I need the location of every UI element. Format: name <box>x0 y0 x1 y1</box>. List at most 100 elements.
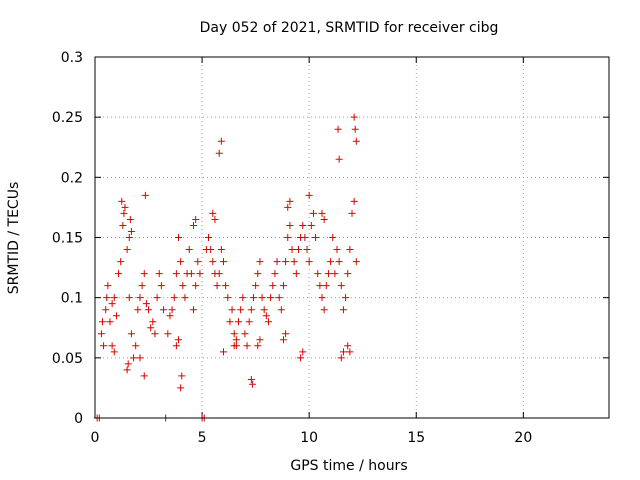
data-point <box>181 294 189 302</box>
data-point <box>220 348 227 356</box>
data-point <box>334 125 342 133</box>
data-point <box>140 270 148 278</box>
data-point <box>342 294 350 302</box>
data-point <box>309 209 317 217</box>
data-point <box>249 294 257 302</box>
data-point <box>260 306 268 314</box>
data-point <box>284 234 292 241</box>
data-point <box>318 209 326 217</box>
x-axis-label: GPS time / hours <box>290 458 407 474</box>
data-point <box>160 306 168 314</box>
data-point <box>213 282 221 290</box>
data-point <box>297 354 305 362</box>
data-point <box>168 306 176 314</box>
data-point <box>119 221 127 229</box>
data-point <box>352 137 360 145</box>
data-point <box>299 221 307 229</box>
data-point <box>172 270 180 278</box>
data-point <box>245 318 253 326</box>
data-point <box>243 342 251 350</box>
data-point <box>136 294 144 302</box>
y-tick-label: 0.25 <box>52 110 83 126</box>
data-point <box>215 149 223 157</box>
data-point <box>247 306 255 314</box>
data-point <box>220 258 227 266</box>
data-point <box>312 234 320 241</box>
data-point <box>275 294 283 302</box>
data-point <box>222 282 230 290</box>
data-point <box>187 270 195 278</box>
data-point <box>190 306 198 314</box>
data-point <box>282 330 290 338</box>
data-point <box>346 246 354 254</box>
data-point <box>177 258 185 266</box>
x-tick-label: 10 <box>300 430 318 446</box>
data-point <box>118 197 126 205</box>
data-point <box>252 282 260 290</box>
data-point <box>335 155 343 163</box>
data-point <box>256 336 264 344</box>
data-point <box>329 234 337 241</box>
data-point <box>172 342 180 350</box>
x-tick-label: 0 <box>91 430 100 446</box>
y-tick-label: 0.05 <box>52 351 83 367</box>
data-point <box>258 294 266 302</box>
data-point <box>230 330 238 338</box>
data-point <box>157 282 165 290</box>
data-point <box>127 227 135 235</box>
data-point <box>234 318 242 326</box>
data-point <box>179 282 187 290</box>
data-point <box>211 215 219 223</box>
y-tick-label: 0.2 <box>61 170 83 186</box>
y-tick-label: 0.3 <box>61 50 83 66</box>
data-point <box>237 306 245 314</box>
data-point <box>314 270 322 278</box>
data-point <box>112 312 120 320</box>
data-point <box>142 300 150 308</box>
data-point <box>136 354 144 362</box>
y-tick-label: 0.1 <box>61 291 83 307</box>
data-point <box>151 330 159 338</box>
data-point <box>164 330 172 338</box>
data-point <box>350 197 358 205</box>
data-point <box>307 221 315 229</box>
data-point <box>348 209 356 217</box>
data-point <box>98 318 106 326</box>
data-point <box>290 258 298 266</box>
data-point <box>205 234 213 241</box>
data-point <box>299 348 307 356</box>
data-point <box>175 234 183 241</box>
data-point <box>286 197 294 205</box>
data-point <box>215 270 223 278</box>
data-point <box>273 258 281 266</box>
data-point <box>271 270 279 278</box>
data-point <box>125 234 133 241</box>
data-point <box>294 246 302 254</box>
data-point <box>104 282 112 290</box>
data-point <box>141 191 149 199</box>
data-point <box>284 203 292 211</box>
data-point <box>339 306 347 314</box>
data-point <box>153 294 161 302</box>
data-point <box>331 270 339 278</box>
data-point <box>196 270 204 278</box>
data-point <box>115 270 123 278</box>
data-point <box>333 246 341 254</box>
data-point <box>117 258 125 266</box>
data-point <box>301 234 309 241</box>
data-point <box>123 366 131 374</box>
data-point <box>194 258 202 266</box>
data-point <box>192 282 200 290</box>
data-point <box>322 282 330 290</box>
data-point <box>134 306 142 314</box>
data-point <box>320 306 328 314</box>
data-point <box>232 336 240 344</box>
ticks-layer: 0 0.05 0.1 0.15 0.2 0.25 0.3 0 5 10 15 20 <box>52 50 609 446</box>
data-point <box>178 372 186 380</box>
data-point <box>106 318 114 326</box>
data-point <box>140 372 148 380</box>
points-layer <box>93 113 360 422</box>
data-point <box>324 270 332 278</box>
data-point <box>337 354 345 362</box>
